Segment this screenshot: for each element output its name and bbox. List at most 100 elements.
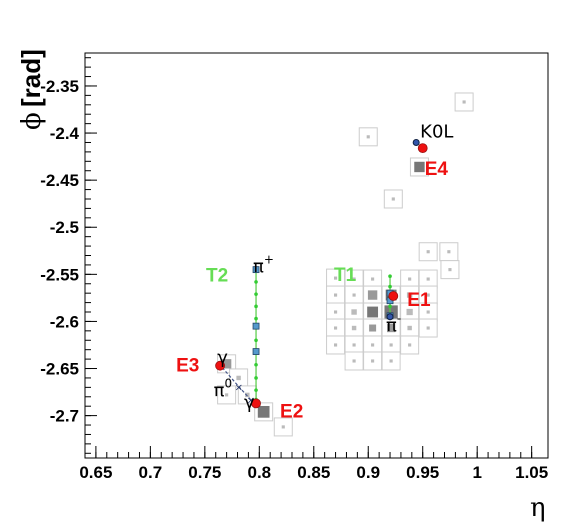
cell-energy — [221, 359, 232, 369]
cell-energy — [448, 268, 452, 272]
x-tick-label: 1 — [472, 463, 481, 482]
cell-energy — [281, 425, 285, 429]
cell-energy — [236, 375, 241, 381]
cell-energy — [426, 326, 430, 330]
cell-energy — [333, 310, 338, 314]
cell-energy — [447, 250, 451, 254]
cluster-label-e2: E2 — [280, 401, 303, 422]
k0l-marker — [412, 138, 420, 146]
track-square — [252, 348, 260, 355]
cell-energy — [426, 277, 430, 281]
cell-energy — [426, 250, 430, 254]
track-hit — [388, 304, 392, 309]
track-square — [252, 322, 260, 330]
plot-frame — [84, 52, 549, 459]
y-tick-label: -2.55 — [40, 265, 79, 284]
track-square — [252, 266, 260, 274]
particle-charge: - — [397, 312, 401, 326]
cluster-label-e4: E4 — [425, 159, 449, 180]
y-tick-label: -2.65 — [40, 360, 79, 379]
cell-energy — [333, 343, 338, 347]
x-axis-title: η — [530, 493, 546, 523]
cluster-marker-e4 — [417, 143, 428, 154]
cluster-label-e1: E1 — [407, 290, 431, 311]
y-axis-title-symbol: ϕ — [17, 112, 47, 130]
y-tick-label: -2.35 — [40, 77, 79, 96]
cell-energy — [257, 405, 270, 418]
cell-energy — [352, 359, 356, 363]
cell-energy — [351, 325, 357, 331]
track-hit — [254, 338, 258, 343]
cell-energy — [333, 276, 338, 280]
track-hit — [254, 388, 258, 392]
cluster-marker-e1 — [388, 291, 399, 301]
cell-energy — [371, 343, 375, 347]
cell-energy — [369, 324, 377, 332]
particle-label: π0 — [214, 376, 232, 401]
particle-charge: 0 — [224, 376, 232, 390]
particle-label: π+ — [253, 253, 274, 278]
x-tick-label: 0.8 — [247, 463, 271, 482]
cell-energy — [367, 306, 379, 318]
y-axis-title-unit: [rad] — [16, 49, 46, 107]
track-hit — [388, 274, 392, 279]
track-label-t2: T2 — [206, 266, 228, 287]
particle-label: γ — [217, 348, 228, 369]
y-tick-label: -2.4 — [50, 124, 80, 143]
cell-energy — [352, 277, 356, 281]
y-tick-label: -2.7 — [50, 407, 79, 426]
track-hit — [254, 376, 258, 380]
x-tick-label: 0.85 — [297, 463, 330, 482]
cell-energy — [406, 292, 413, 298]
particle-label: K0L — [420, 121, 453, 142]
x-tick-label: 0.9 — [356, 463, 380, 482]
track-hit — [254, 280, 258, 284]
y-tick-label: -2.45 — [40, 171, 79, 190]
track-hit — [388, 284, 392, 289]
y-tick-label: -2.5 — [50, 218, 79, 237]
cell-energy — [426, 293, 430, 297]
cell-energy — [389, 343, 393, 347]
cluster-label-e3: E3 — [176, 356, 199, 377]
x-tick-label: 1.05 — [515, 463, 548, 482]
x-tick-label: 0.95 — [406, 463, 439, 482]
particle-name: π — [253, 257, 264, 278]
cell-energy — [462, 100, 466, 104]
cell-energy — [351, 309, 357, 315]
cell-energy — [414, 161, 425, 173]
cell-energy — [389, 359, 393, 363]
decay-vertex-mark: × — [235, 382, 243, 393]
cell-energy — [407, 325, 412, 331]
particle-name: K0L — [420, 121, 453, 142]
cell-energy — [333, 293, 338, 297]
cell-energy — [245, 392, 250, 398]
particle-name: γ — [244, 392, 255, 413]
cluster-marker-e3 — [215, 360, 225, 371]
cell-energy — [371, 277, 375, 281]
particle-name: γ — [217, 348, 228, 369]
cell-energy — [386, 323, 396, 333]
cell-energy — [406, 308, 413, 316]
x-tick-label: 0.65 — [79, 463, 112, 482]
particle-name: π — [386, 316, 397, 337]
cell-energy — [408, 343, 412, 347]
pi-minus-marker — [386, 313, 394, 321]
cell-energy — [333, 326, 338, 330]
cell-energy — [426, 310, 430, 314]
track-hit — [254, 304, 258, 309]
cell-energy — [371, 359, 375, 363]
y-tick-label: -2.6 — [50, 312, 79, 331]
x-tick-label: 0.75 — [188, 463, 221, 482]
cell-energy — [225, 393, 229, 397]
particle-charge: + — [264, 253, 274, 267]
particle-name: π — [214, 380, 225, 401]
track-hit — [254, 362, 258, 367]
decay-vertex-mark: × — [247, 396, 255, 407]
y-axis-title: ϕ [rad] — [16, 49, 47, 130]
cluster-marker-e2 — [251, 398, 261, 409]
track-hit — [254, 292, 258, 296]
cell-energy — [352, 343, 356, 347]
particle-label: γ — [244, 392, 255, 413]
track-label-t1: T1 — [334, 265, 357, 286]
